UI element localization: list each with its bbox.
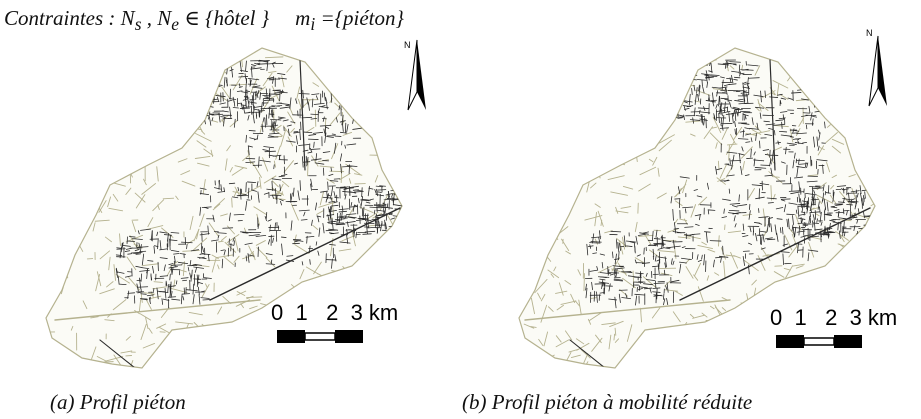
- scale-labels-b: 0 1 2 3 km: [770, 305, 897, 331]
- constraint-mode: m: [295, 6, 311, 30]
- scale-tick-0: 0: [770, 305, 783, 330]
- caption-a: (a) Profil piéton: [50, 390, 186, 414]
- road-network-map-b: [518, 47, 876, 369]
- road-network-map-a: [45, 47, 403, 369]
- scale-tick-3: 3 km: [350, 300, 399, 325]
- constraint-mode-set: ={piéton}: [315, 6, 404, 30]
- caption-b: (b) Profil piéton à mobilité réduite: [462, 390, 753, 414]
- mode-subscript: i: [310, 14, 316, 35]
- north-label: N: [404, 40, 411, 50]
- scale-tick-2: 2: [326, 300, 339, 325]
- scale-tick-0: 0: [271, 300, 284, 325]
- city-boundary-b: [518, 47, 876, 369]
- scale-tick-1: 1: [794, 305, 807, 330]
- constraint-node-set: ∈ {hôtel }: [179, 6, 270, 30]
- constraint-formula: Contraintes : Ns , Ne ∈ {hôtel } mi ={pié…: [4, 6, 404, 35]
- north-arrow-icon: [407, 39, 426, 111]
- scale-bar: [776, 335, 862, 348]
- scale-tick-3: 3 km: [849, 305, 898, 330]
- scale-labels-a: 0 1 2 3 km: [271, 300, 398, 326]
- north-label: N: [866, 28, 873, 38]
- constraint-prefix: Contraintes : N: [4, 6, 135, 30]
- constraint-mid: , N: [141, 6, 172, 30]
- ne-subscript: e: [171, 14, 180, 35]
- scale-tick-2: 2: [825, 305, 838, 330]
- scale-bar: [277, 330, 363, 343]
- ns-subscript: s: [134, 14, 142, 35]
- north-arrow-icon: [868, 35, 887, 107]
- scale-tick-1: 1: [295, 300, 308, 325]
